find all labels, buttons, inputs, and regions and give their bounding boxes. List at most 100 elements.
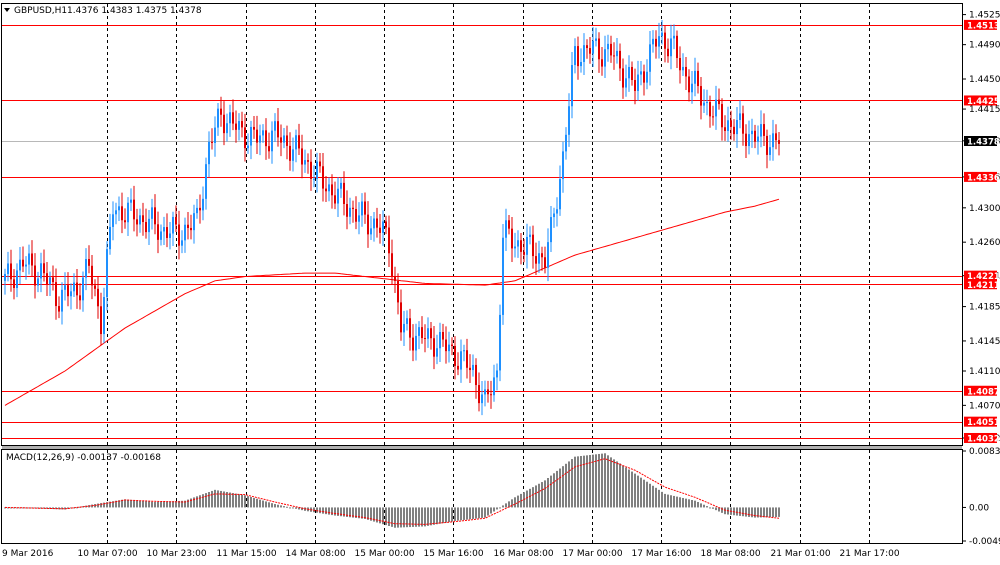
macd-bar — [535, 485, 537, 508]
candle-body — [64, 285, 66, 290]
candle-body — [778, 140, 780, 144]
candle-body — [145, 222, 147, 233]
level-badge — [964, 432, 997, 443]
candle-body — [466, 350, 468, 368]
macd-bar — [415, 507, 417, 527]
macd-bar — [169, 501, 171, 508]
macd-bar — [622, 465, 624, 508]
candle-body — [343, 182, 345, 205]
candle-body — [448, 344, 450, 352]
macd-bar — [211, 490, 213, 508]
candle-body — [313, 178, 315, 180]
candle-body — [391, 253, 393, 277]
candle-body — [355, 209, 357, 222]
macd-bar — [193, 497, 195, 508]
macd-bar — [406, 507, 408, 528]
macd-bar — [499, 507, 501, 509]
candle-body — [238, 121, 240, 130]
candle-body — [433, 338, 435, 357]
candle-body — [271, 130, 273, 152]
candle-body — [397, 280, 399, 303]
symbol-dropdown-icon[interactable] — [4, 8, 10, 12]
macd-bar — [619, 463, 621, 508]
macd-bar — [268, 502, 270, 508]
candle-body — [208, 141, 210, 165]
current-price-label: 1.4378 — [967, 138, 1000, 148]
candle-body — [655, 38, 657, 47]
candle-body — [751, 130, 753, 135]
candle-body — [706, 102, 708, 104]
macd-bar — [559, 468, 561, 508]
candle-body — [151, 207, 153, 219]
candle-body — [154, 207, 156, 225]
candle-body — [517, 240, 519, 247]
candle-body — [766, 135, 768, 155]
macd-signal — [4, 458, 780, 525]
macd-bar — [250, 497, 252, 508]
candle-body — [16, 270, 18, 288]
macd-bar — [106, 502, 108, 508]
macd-bar — [568, 461, 570, 508]
candle-body — [229, 112, 231, 124]
candle-body — [484, 389, 486, 395]
candle-body — [379, 227, 381, 233]
macd-bar — [502, 505, 504, 508]
candle-body — [502, 237, 504, 315]
macd-bar — [142, 500, 144, 508]
candle-body — [733, 126, 735, 135]
macd-bar — [694, 500, 696, 508]
macd-bar — [187, 499, 189, 508]
macd-bar — [388, 507, 390, 526]
macd-bar — [148, 501, 150, 508]
macd-bar — [595, 454, 597, 508]
macd-bar — [640, 477, 642, 508]
macd-bar — [712, 507, 714, 509]
candle-body — [175, 216, 177, 225]
candle-body — [163, 227, 165, 232]
macd-bar — [286, 506, 288, 508]
candle-body — [202, 198, 204, 211]
candle-body — [349, 207, 351, 217]
macd-bar — [631, 471, 633, 508]
macd-bar — [589, 454, 591, 508]
candle-body — [286, 135, 288, 146]
price-tick-label: 1.4070 — [969, 401, 1000, 411]
macd-bar — [391, 507, 393, 527]
candle-body — [115, 210, 117, 215]
candle-body — [415, 335, 417, 351]
candle-body — [418, 327, 420, 336]
candle-body — [601, 59, 603, 67]
macd-bar — [118, 500, 120, 508]
macd-bar — [697, 502, 699, 508]
panel-separator[interactable] — [2, 446, 962, 449]
macd-bar — [172, 501, 174, 508]
candle-body — [748, 134, 750, 147]
candle-body — [616, 50, 618, 57]
candle-body — [337, 188, 339, 204]
candle-body — [757, 136, 759, 142]
candle-body — [67, 285, 69, 297]
candle-body — [85, 258, 87, 278]
macd-bar — [529, 488, 531, 508]
candle-body — [10, 263, 12, 280]
candle-body — [430, 328, 432, 339]
candle-body — [646, 71, 648, 83]
candle-body — [400, 302, 402, 333]
macd-bar — [421, 507, 423, 527]
candle-body — [694, 70, 696, 84]
candle-body — [622, 68, 624, 88]
candle-body — [76, 282, 78, 296]
macd-bar — [688, 499, 690, 508]
candle-body — [643, 71, 645, 83]
macd-bar — [514, 497, 516, 508]
macd-bar — [202, 494, 204, 508]
macd-bar — [205, 493, 207, 508]
macd-bar — [571, 459, 573, 508]
candle-body — [559, 179, 561, 210]
candle-body — [682, 66, 684, 71]
candle-body — [526, 236, 528, 255]
macd-bar — [565, 463, 567, 508]
time-label: 17 Mar 16:00 — [632, 549, 692, 559]
candle-body — [700, 86, 702, 106]
